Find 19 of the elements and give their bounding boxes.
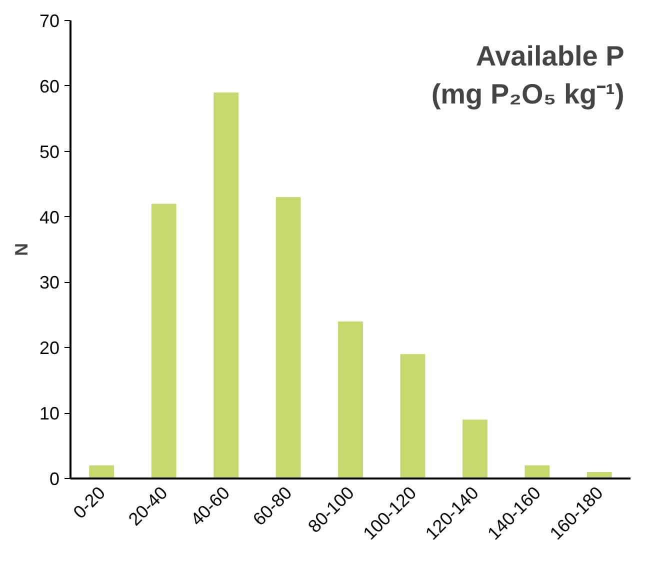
y-tick-label: 40 bbox=[39, 207, 60, 228]
bar bbox=[400, 354, 426, 478]
bar bbox=[462, 420, 488, 478]
y-tick-label: 10 bbox=[39, 404, 60, 424]
text: Available P (mg P₂O₅ kg⁻¹) bbox=[431, 40, 624, 110]
y-axis-title: N bbox=[11, 243, 32, 256]
bar bbox=[214, 92, 238, 478]
y-tick-label: 30 bbox=[39, 272, 60, 293]
bar bbox=[338, 321, 363, 478]
bar bbox=[89, 465, 114, 478]
y-tick-label: 50 bbox=[39, 142, 60, 162]
y-tick-label: 60 bbox=[39, 76, 60, 96]
x-tick-label: 0-20 bbox=[69, 482, 110, 522]
bar bbox=[151, 204, 176, 478]
y-tick-label: 0 bbox=[49, 469, 60, 489]
y-tick-label: 20 bbox=[39, 338, 60, 358]
bar bbox=[276, 197, 301, 478]
bar bbox=[524, 465, 550, 478]
y-tick-label: 70 bbox=[39, 11, 60, 31]
